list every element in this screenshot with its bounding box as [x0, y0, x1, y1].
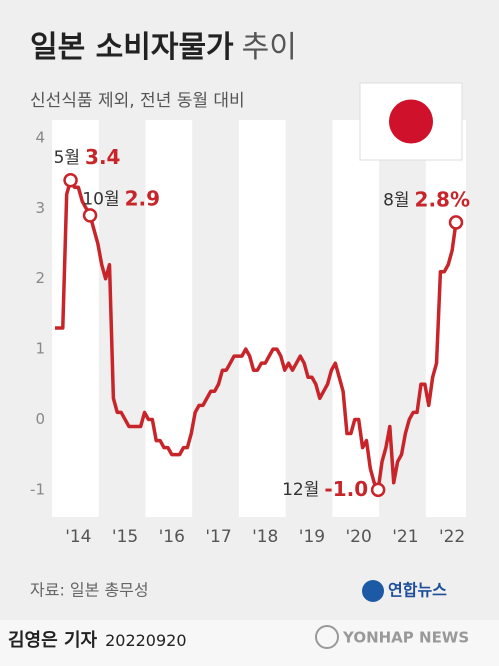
- value-label: 2.9: [125, 186, 160, 210]
- logo-icon: [362, 580, 384, 602]
- annotation: 8월 2.8%: [383, 187, 470, 211]
- y-tick-label: 0: [35, 410, 45, 428]
- chart-title: 일본 소비자물가 추이: [30, 30, 297, 65]
- year-band: [425, 120, 466, 517]
- marker: [370, 482, 386, 498]
- annotation-month: 5월: [54, 148, 80, 168]
- y-tick-label: -1: [30, 480, 45, 498]
- annotation-month: 8월: [383, 190, 409, 210]
- x-tick-label: '18: [252, 527, 278, 547]
- annotation: 12월 -1.0: [282, 476, 368, 500]
- source: 자료: 일본 총무성: [30, 581, 149, 600]
- title-main: 일본 소비자물가: [30, 30, 234, 65]
- y-tick-label: 3: [35, 199, 45, 217]
- value-label: -1.0: [324, 476, 368, 500]
- x-tick-label: '21: [392, 527, 418, 547]
- flag-circle: [389, 99, 433, 144]
- marker: [448, 215, 464, 230]
- title-suffix: 추이: [242, 30, 297, 65]
- marker: [63, 172, 78, 188]
- footer-logo-icon: [315, 625, 339, 649]
- marker: [82, 208, 98, 223]
- y-tick-label: 1: [35, 340, 45, 358]
- year-band: [145, 120, 193, 517]
- year-bands: [52, 120, 466, 517]
- x-tick-label: '16: [159, 527, 185, 547]
- x-tick-label: '15: [112, 527, 138, 547]
- y-tick-label: 4: [35, 129, 45, 147]
- annotation: 10월 2.9: [82, 186, 160, 210]
- year-band: [238, 120, 286, 517]
- y-tick-label: 2: [35, 269, 45, 287]
- value-label: 2.8%: [415, 187, 470, 211]
- annotation-month: 10월: [82, 189, 119, 209]
- subtitle: 신선식품 제외, 전년 동월 대비: [30, 91, 245, 111]
- byline: 김영은 기자 20220920: [8, 630, 187, 651]
- date: 20220920: [105, 631, 186, 650]
- line: [55, 178, 458, 492]
- value-label: 3.4: [85, 145, 120, 169]
- x-tick-label: '22: [439, 527, 465, 547]
- x-tick-label: '17: [205, 527, 231, 547]
- author: 김영은 기자: [8, 630, 98, 651]
- x-tick-label: '14: [65, 527, 91, 547]
- footer-background: [0, 620, 499, 666]
- x-tick-label: '19: [299, 527, 325, 547]
- year-band: [332, 120, 380, 517]
- logo: 연합뉴스: [388, 581, 447, 600]
- x-tick-label: '20: [346, 527, 372, 547]
- footer-logo: YONHAP NEWS: [342, 629, 469, 647]
- annotation: 5월 3.4: [54, 145, 121, 169]
- annotation-month: 12월: [282, 480, 319, 500]
